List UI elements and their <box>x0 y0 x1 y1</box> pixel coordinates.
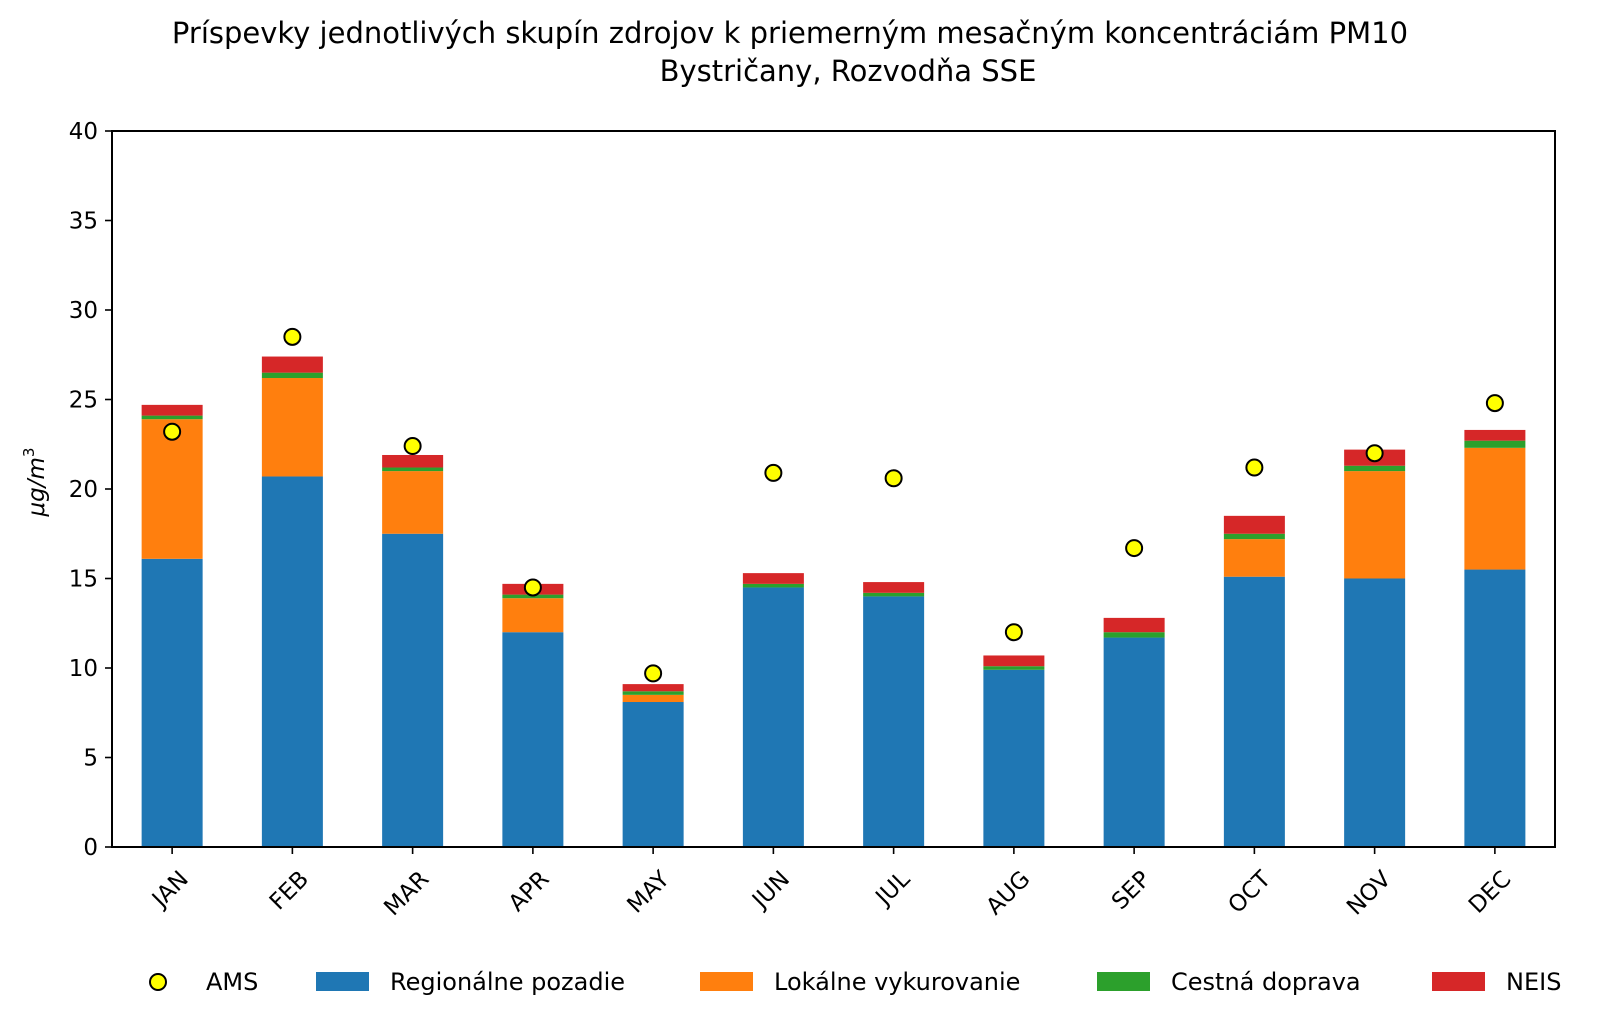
legend-label-3: Cestná doprava <box>1171 968 1361 996</box>
bar-jul-series-0 <box>863 596 925 847</box>
ams-marker-nov <box>1365 444 1384 463</box>
bar-oct-series-2 <box>1223 533 1285 540</box>
bar-dec-series-1 <box>1464 447 1526 570</box>
x-tick-label: MAY <box>623 866 676 919</box>
bar-feb-series-3 <box>261 356 323 373</box>
x-tick-label: JUL <box>870 866 916 912</box>
bar-sep-series-2 <box>1103 632 1165 638</box>
x-tick-label: APR <box>504 866 555 917</box>
ams-marker-feb <box>283 327 302 346</box>
x-tick-label: AUG <box>981 866 1035 920</box>
ams-marker-oct <box>1245 458 1264 477</box>
bar-dec-series-2 <box>1464 440 1526 448</box>
bar-jan-series-2 <box>141 415 203 420</box>
bar-may-series-1 <box>622 694 684 703</box>
legend-swatch-1 <box>316 972 369 991</box>
y-tick-label: 30 <box>69 298 98 324</box>
ams-marker-sep <box>1125 539 1144 558</box>
bar-oct-series-0 <box>1223 576 1285 847</box>
y-tick-label: 20 <box>69 477 98 503</box>
bar-oct-series-1 <box>1223 539 1285 577</box>
bar-dec-series-3 <box>1464 429 1526 441</box>
ams-marker-mar <box>403 437 422 456</box>
legend-swatch-3 <box>1097 972 1150 991</box>
x-tick-label: OCT <box>1224 866 1277 919</box>
bar-jul-series-2 <box>863 592 925 597</box>
y-tick-label: 0 <box>83 835 98 861</box>
bar-jan-series-0 <box>141 558 203 847</box>
bar-jul-series-3 <box>863 582 925 593</box>
y-tick-label: 5 <box>83 746 98 772</box>
legend-swatch-2 <box>700 972 753 991</box>
ams-marker-apr <box>523 578 542 597</box>
x-tick-label: NOV <box>1342 866 1396 920</box>
bar-jan-series-3 <box>141 404 203 416</box>
bars-layer <box>141 356 1526 847</box>
bar-mar-series-0 <box>382 533 444 847</box>
legend-label-2: Lokálne vykurovanie <box>774 968 1020 996</box>
x-tick-label: JUN <box>746 866 795 915</box>
ams-marker-aug <box>1004 623 1023 642</box>
bar-aug-series-0 <box>983 669 1045 847</box>
bar-nov-series-1 <box>1344 471 1406 579</box>
bar-dec-series-0 <box>1464 569 1526 847</box>
x-tick-label: SEP <box>1107 866 1156 915</box>
x-tick-label: MAR <box>379 866 434 921</box>
bar-jun-series-2 <box>742 583 804 588</box>
y-tick-label: 35 <box>69 209 98 235</box>
bar-may-series-2 <box>622 691 684 695</box>
bar-feb-series-1 <box>261 378 323 477</box>
x-tick-label: DEC <box>1464 866 1517 919</box>
x-tick-label: JAN <box>146 866 194 914</box>
legend-swatch-4 <box>1432 972 1485 991</box>
bar-mar-series-2 <box>382 467 444 472</box>
legend-label-4: NEIS <box>1506 968 1561 996</box>
bar-aug-series-3 <box>983 655 1045 667</box>
bar-sep-series-0 <box>1103 637 1165 847</box>
bar-may-series-0 <box>622 702 684 847</box>
ams-marker-dec <box>1485 394 1504 413</box>
bar-jan-series-1 <box>141 419 203 559</box>
legend-swatch-ams <box>149 973 167 991</box>
plot-frame <box>111 130 1556 848</box>
bar-may-series-3 <box>622 684 684 692</box>
bar-oct-series-3 <box>1223 515 1285 534</box>
ams-marker-may <box>644 664 663 683</box>
legend-label-0: AMS <box>206 968 258 996</box>
svg-text:μg/m3: μg/m3 <box>20 448 50 518</box>
ams-markers-layer <box>163 327 1504 683</box>
y-axis-label: μg/m3 <box>20 448 50 518</box>
bar-apr-series-0 <box>502 632 564 847</box>
bar-aug-series-2 <box>983 666 1045 670</box>
bar-jun-series-0 <box>742 587 804 847</box>
bar-sep-series-3 <box>1103 617 1165 633</box>
bar-nov-series-0 <box>1344 578 1406 847</box>
legend: AMS Regionálne pozadie Lokálne vykurovanie… <box>149 968 1561 996</box>
y-axis-ticks: 0 5 10 15 20 25 30 35 40 <box>69 119 112 861</box>
chart-title: Príspevky jednotlivých skupín zdrojov k … <box>172 16 1408 50</box>
legend-label-1: Regionálne pozadie <box>390 968 625 996</box>
x-axis-ticks: JAN FEB MAR APR MAY JUN JUL AUG SEP OCT NOV DEC <box>146 847 1517 921</box>
bar-feb-series-0 <box>261 476 323 847</box>
bar-nov-series-2 <box>1344 465 1406 472</box>
x-tick-label: FEB <box>265 866 314 915</box>
ams-marker-jun <box>764 463 783 482</box>
ams-marker-jul <box>884 469 903 488</box>
y-tick-label: 10 <box>69 656 98 682</box>
y-tick-label: 25 <box>69 388 98 414</box>
bar-feb-series-2 <box>261 372 323 379</box>
y-tick-label: 15 <box>69 567 98 593</box>
bar-mar-series-1 <box>382 471 444 534</box>
ams-marker-jan <box>163 422 182 441</box>
bar-jun-series-3 <box>742 573 804 584</box>
bar-apr-series-1 <box>502 598 564 633</box>
bar-mar-series-3 <box>382 454 444 468</box>
chart-subtitle: Bystričany, Rozvodňa SSE <box>660 54 1037 88</box>
y-tick-label: 40 <box>69 119 98 145</box>
